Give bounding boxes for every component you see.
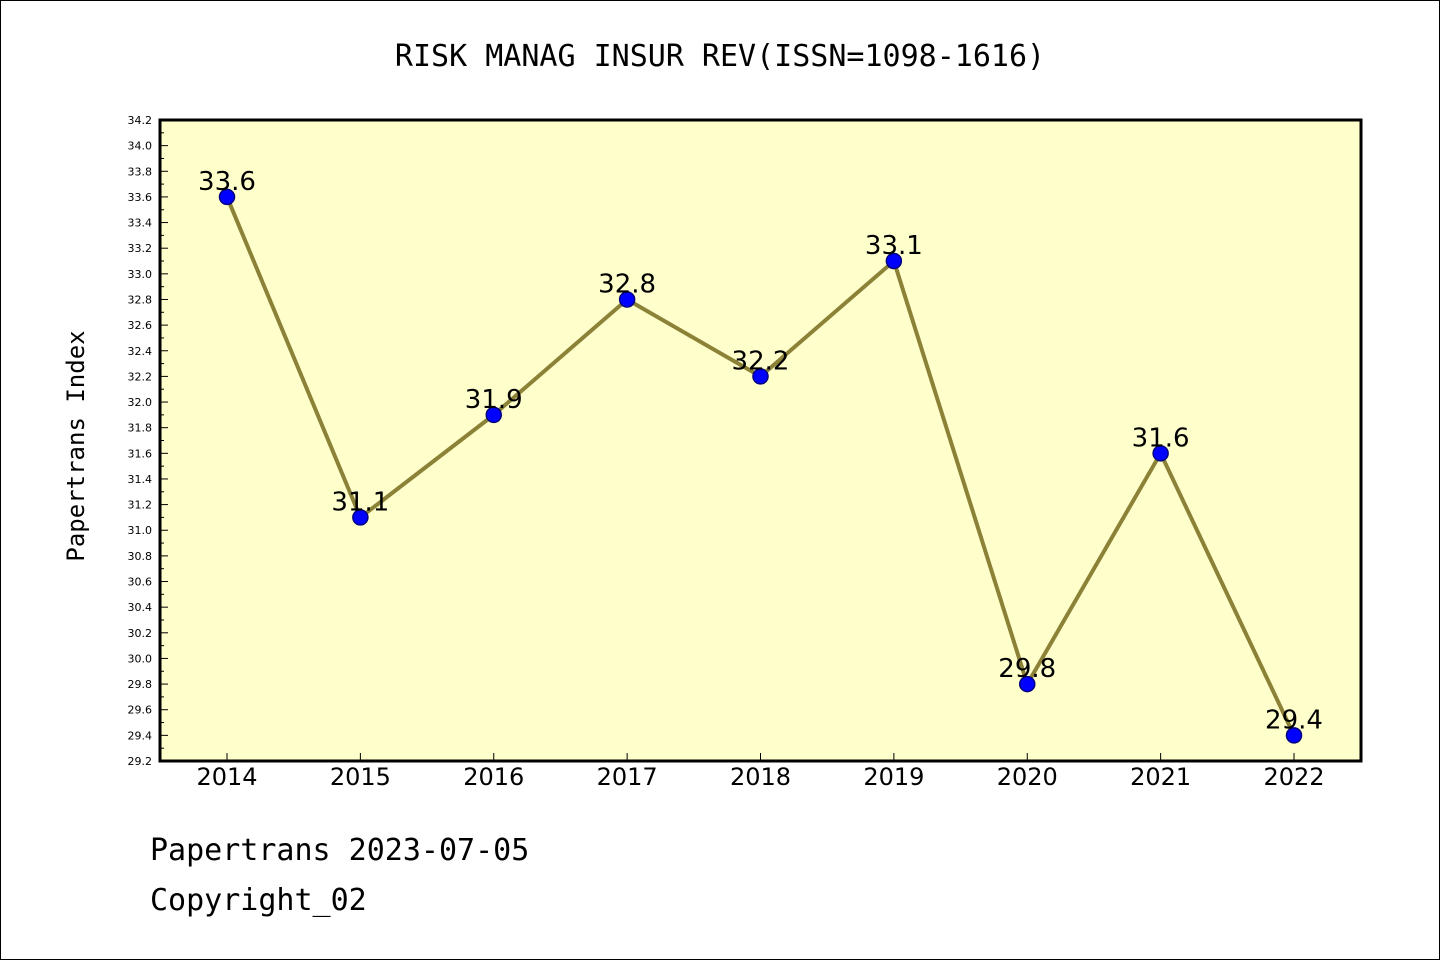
x-tick-label: 2014 — [196, 763, 257, 791]
y-tick-label: 33.4 — [128, 217, 153, 230]
y-tick-label: 30.4 — [128, 601, 153, 614]
data-point — [218, 188, 236, 206]
y-tick-label: 34.2 — [128, 114, 153, 127]
data-point — [1152, 445, 1169, 462]
x-tick-label: 2017 — [597, 763, 658, 791]
x-tick-label: 2020 — [997, 763, 1058, 791]
x-axis: 2014 2015 2016 2017 2018 2019 2020 2021 2022 — [196, 753, 1325, 791]
x-tick-label: 2021 — [1130, 763, 1191, 791]
y-tick-label: 32.4 — [128, 345, 153, 358]
x-tick-label: 2015 — [330, 763, 391, 791]
y-tick-label: 34.0 — [128, 140, 153, 153]
y-tick-label: 32.2 — [128, 370, 153, 383]
y-tick-label: 32.0 — [128, 396, 153, 409]
x-tick-label: 2018 — [730, 763, 791, 791]
data-point — [352, 509, 369, 526]
y-tick-label: 31.8 — [128, 422, 153, 435]
data-label: 33.6 — [198, 167, 256, 197]
plot-area — [160, 120, 1361, 761]
y-tick-label: 32.8 — [128, 293, 153, 306]
x-tick-label: 2016 — [463, 763, 524, 791]
data-label: 29.8 — [998, 654, 1056, 684]
y-tick-label: 33.8 — [128, 165, 153, 178]
x-tick-label: 2019 — [863, 763, 924, 791]
y-tick-label: 30.8 — [128, 550, 153, 563]
y-tick-label: 31.6 — [128, 447, 153, 460]
y-tick-label: 33.6 — [128, 191, 153, 204]
data-label: 31.9 — [465, 385, 523, 415]
y-tick-label: 30.2 — [128, 627, 153, 640]
y-tick-label: 30.6 — [128, 576, 153, 589]
data-label: 32.8 — [598, 269, 656, 299]
y-tick-label: 29.8 — [128, 678, 153, 691]
y-tick-label: 31.0 — [128, 524, 153, 537]
data-label: 32.2 — [732, 346, 790, 376]
y-tick-label: 31.4 — [128, 473, 153, 486]
data-point — [618, 291, 636, 308]
y-tick-label: 29.2 — [128, 755, 153, 768]
data-point — [1285, 727, 1303, 744]
data-label: 33.1 — [865, 231, 923, 261]
y-tick-label: 33.2 — [128, 242, 153, 255]
data-point — [752, 368, 769, 385]
data-point — [1019, 675, 1036, 693]
chart-title: RISK MANAG INSUR REV(ISSN=1098-1616) — [395, 39, 1045, 74]
footer-date: Papertrans 2023-07-05 — [150, 833, 530, 868]
data-point — [485, 406, 502, 424]
y-tick-label: 33.0 — [128, 268, 153, 281]
y-tick-label: 30.0 — [128, 652, 153, 665]
y-tick-label: 32.6 — [128, 319, 153, 332]
footer-copyright: Copyright_02 — [150, 883, 367, 918]
x-tick-label: 2022 — [1263, 763, 1324, 791]
y-tick-label: 29.6 — [128, 704, 153, 717]
plot-border — [158, 118, 1363, 763]
data-label: 29.4 — [1265, 705, 1323, 735]
y-tick-label: 29.4 — [128, 729, 153, 742]
data-label: 31.6 — [1132, 423, 1190, 453]
y-axis-label: Papertrans Index — [62, 330, 90, 561]
data-label: 31.1 — [331, 487, 389, 517]
y-axis: 29.2 29.4 29.6 29.8 30.0 30.2 30.4 30.6 30.8 31.0… — [128, 114, 168, 768]
y-tick-label: 31.2 — [128, 499, 153, 512]
series-layer: 33.6 31.1 31.9 32.8 32.2 33.1 29.8 31.6 29.4 — [198, 167, 1323, 744]
data-point — [885, 252, 903, 270]
